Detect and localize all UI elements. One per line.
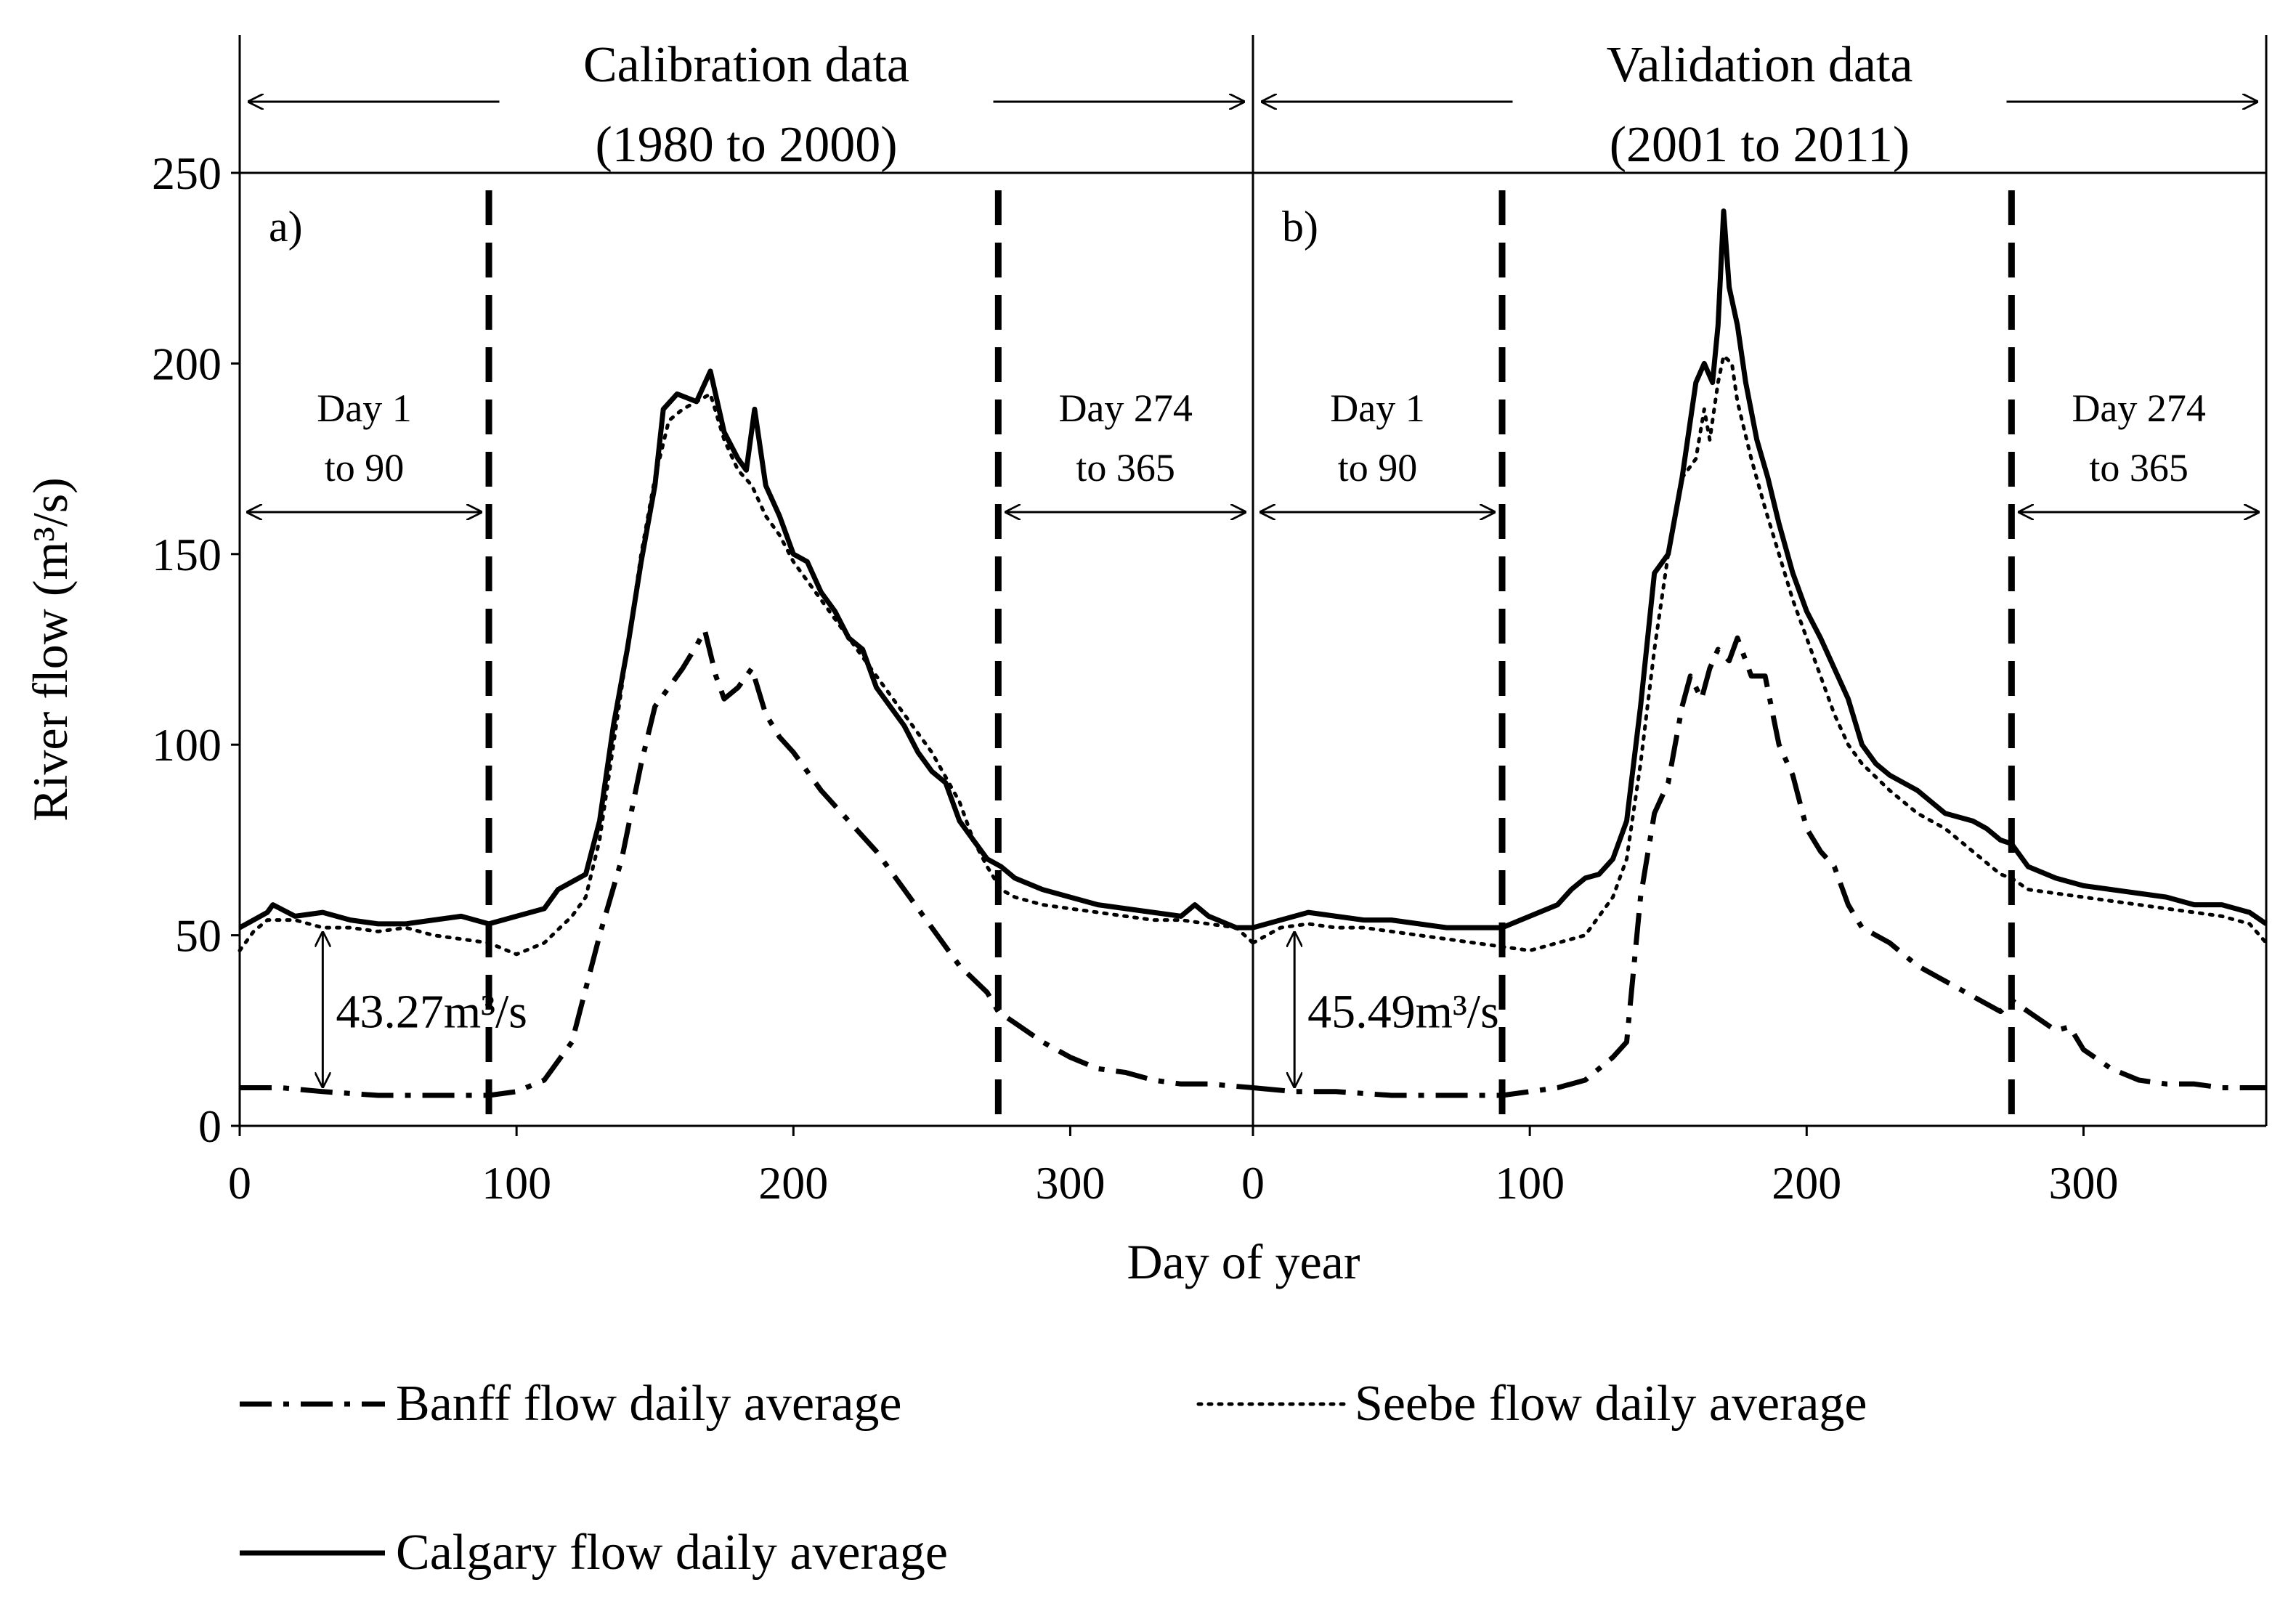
x-tick-label: 300 [2048,1157,2118,1209]
panel-label: a) [269,203,303,251]
x-axis-title: Day of year [1127,1234,1360,1289]
difference-label: 45.49m³/s [1307,986,1499,1039]
panel-label: b) [1282,203,1318,251]
right-window-label-line2: to 365 [1076,446,1175,490]
left-window-label-line1: Day 1 [317,386,411,430]
left-window-label-line2: to 90 [1338,446,1418,490]
x-tick-label: 0 [1241,1157,1265,1209]
legend-label-seebe: Seebe flow daily average [1355,1376,1867,1432]
y-tick-label: 100 [152,719,222,771]
y-tick-label: 150 [152,529,222,580]
x-tick-label: 300 [1035,1157,1105,1209]
y-tick-label: 50 [175,910,222,962]
panel-header-range: (1980 to 2000) [595,117,897,173]
y-axis-title: River flow (m³/s) [23,477,78,822]
x-tick-label: 100 [482,1157,551,1209]
x-tick-label: 200 [758,1157,828,1209]
right-window-label-line1: Day 274 [2072,386,2205,430]
series-line-calgary [238,368,1253,930]
series-line-seebe [238,392,1255,957]
panel-header-title: Validation data [1607,37,1913,93]
difference-label: 43.27m³/s [336,986,527,1039]
x-tick-label: 0 [228,1157,251,1209]
panel-header-title: Calibration data [583,37,909,93]
legend-label-banff: Banff flow daily average [396,1376,901,1432]
series-line-banff [1252,635,2266,1098]
series-line-calgary [1252,208,2268,930]
right-window-label-line1: Day 274 [1058,386,1192,430]
legend-label-calgary: Calgary flow daily average [396,1525,948,1581]
right-window-label-line2: to 365 [2089,446,2188,490]
x-tick-label: 100 [1495,1157,1565,1209]
y-tick-label: 0 [198,1100,222,1152]
x-tick-label: 200 [1772,1157,1841,1209]
left-window-label-line1: Day 1 [1330,386,1424,430]
y-tick-label: 250 [152,147,222,199]
panel-header-range: (2001 to 2011) [1610,117,1910,173]
y-tick-label: 200 [152,338,222,389]
left-window-label-line2: to 90 [325,446,405,490]
series-line-seebe [1251,354,2268,953]
